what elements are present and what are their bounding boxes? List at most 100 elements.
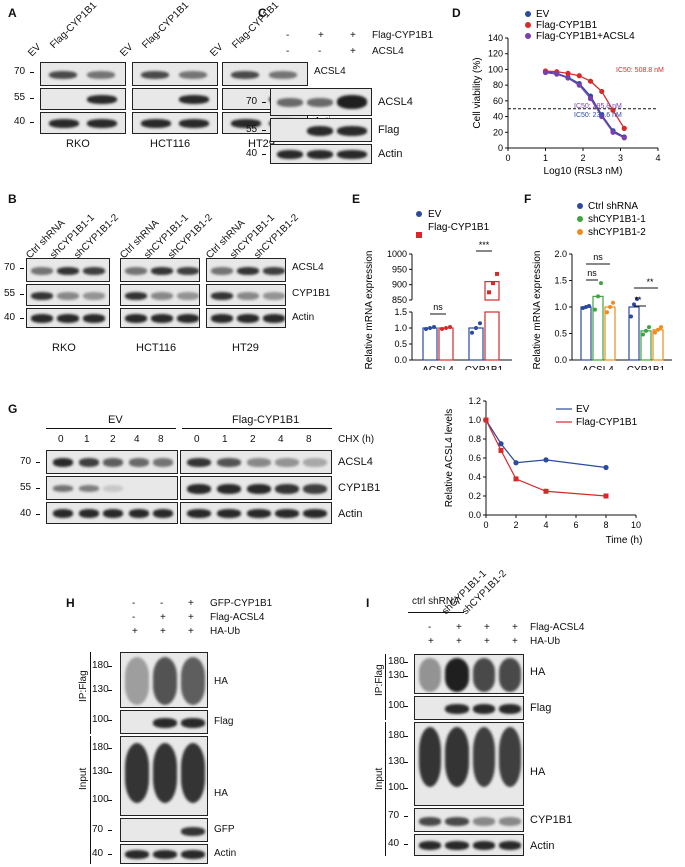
- blot-actin-cyp: [180, 502, 332, 524]
- condition-sign: -: [286, 46, 290, 57]
- band: [125, 657, 149, 705]
- data-point: [659, 325, 663, 330]
- band: [153, 718, 177, 728]
- data-point: [635, 297, 639, 302]
- mw-marker: 130: [92, 766, 109, 777]
- band: [231, 119, 261, 128]
- lane-label: EV: [208, 41, 226, 59]
- condition-label: ACSL4: [372, 46, 404, 57]
- condition-label: GFP-CYP1B1: [210, 598, 273, 609]
- band: [217, 509, 241, 518]
- panel-label-e: E: [352, 192, 361, 206]
- blot-actin: [40, 112, 126, 134]
- panel-label-h: H: [66, 596, 75, 610]
- time-label: 4: [134, 434, 140, 445]
- panel-g-stability-chart: 0.0 0.2 0.4 0.6 0.8 1.0 1.2 0 2 4 6 8 10 Time (h) Rela…: [444, 396, 642, 546]
- category-label: CYP1B1: [627, 365, 666, 370]
- row-label-cyp1b1: CYP1B1: [530, 814, 573, 826]
- mw-tick: [20, 268, 24, 269]
- mw-tick: [30, 98, 34, 99]
- blot-flag: [132, 88, 218, 110]
- series-line: [545, 70, 625, 129]
- band: [445, 841, 469, 850]
- band: [103, 509, 123, 518]
- band: [445, 817, 469, 826]
- data-point: [440, 326, 444, 331]
- band: [263, 267, 285, 275]
- band: [57, 292, 79, 300]
- mw-tick: [404, 662, 408, 663]
- condition-sign: +: [160, 626, 166, 637]
- mw-tick: [262, 130, 266, 131]
- y-tick-label: 100: [488, 64, 503, 74]
- panel-label-d: D: [452, 6, 461, 20]
- mw-marker: 70: [388, 810, 400, 821]
- mw-tick: [30, 72, 34, 73]
- blot-acsl4: [270, 88, 372, 116]
- time-label: 8: [158, 434, 164, 445]
- band: [177, 314, 199, 323]
- legend-label: Flag-CYP1B1: [536, 20, 598, 31]
- band: [125, 743, 149, 803]
- data-point: [581, 306, 585, 311]
- legend-marker: [577, 216, 583, 222]
- bar-lower: [484, 311, 500, 361]
- row-label-cyp1b1: CYP1B1: [338, 482, 381, 494]
- mw-marker: 100: [92, 794, 109, 805]
- blot-input-gfp: [120, 818, 208, 842]
- row-label-actin: Actin: [338, 508, 363, 520]
- panel-f-mrna-chart: 0.0 0.5 1.0 1.5 2.0 Relative mRNA expression A…: [532, 201, 672, 370]
- band: [141, 71, 169, 79]
- band: [277, 150, 303, 159]
- blot-actin-ev: [46, 502, 178, 524]
- lane-label: ctrl shRNA: [412, 596, 460, 607]
- band: [53, 458, 73, 467]
- significance-label: ns: [433, 302, 443, 312]
- significance-label: ***: [479, 240, 490, 250]
- time-label: 4: [278, 434, 284, 445]
- y-axis-label: Relative mRNA expression: [532, 251, 543, 370]
- mw-marker: 40: [20, 508, 32, 519]
- row-label-acsl4: ACSL4: [338, 456, 373, 468]
- band: [419, 727, 441, 787]
- y-tick-label: 850: [392, 295, 407, 305]
- data-point: [587, 303, 591, 308]
- band: [151, 292, 173, 300]
- band: [87, 119, 117, 128]
- mw-tick: [404, 706, 408, 707]
- ip-label: IP:Flag: [374, 664, 385, 696]
- band: [125, 292, 147, 300]
- y-tick-label: 1.0: [554, 302, 567, 312]
- ic50-label: IC50: 295.8 nM: [574, 103, 622, 110]
- condition-sign: -: [318, 46, 322, 57]
- legend-marker: [525, 33, 531, 39]
- condition-label: Flag-ACSL4: [210, 612, 265, 623]
- condition-sign: +: [132, 626, 138, 637]
- data-point: [565, 75, 571, 81]
- x-axis-label: Log10 (RSL3 nM): [544, 166, 623, 177]
- y-tick-label: 0.0: [468, 510, 481, 520]
- group-label: HCT116: [150, 138, 191, 150]
- mw-tick: [108, 830, 112, 831]
- data-point: [543, 488, 549, 494]
- band: [153, 458, 173, 467]
- panel-d-viability-chart: 0 20 40 60 80 100 120 140 0 1 2 3 4 Log10 (RSL3 nM) Ce…: [472, 10, 664, 177]
- mw-tick: [404, 736, 408, 737]
- band: [187, 509, 211, 518]
- condition-sign: +: [188, 626, 194, 637]
- panel-label-b: B: [8, 192, 17, 206]
- band: [419, 841, 441, 850]
- y-tick-label: 2.0: [554, 249, 567, 259]
- mw-marker: 40: [4, 312, 16, 323]
- mw-tick: [108, 772, 112, 773]
- band: [57, 267, 79, 275]
- condition-label: Flag-CYP1B1: [372, 30, 434, 41]
- blot-actin: [132, 112, 218, 134]
- y-axis-label: Relative ACSL4 levels: [444, 409, 455, 507]
- mw-marker: 40: [246, 148, 258, 159]
- blot-actin: [206, 308, 286, 328]
- data-point: [632, 302, 636, 307]
- legend-marker: [416, 232, 422, 238]
- legend-label: shCYP1B1-1: [588, 214, 646, 225]
- mw-tick: [262, 154, 266, 155]
